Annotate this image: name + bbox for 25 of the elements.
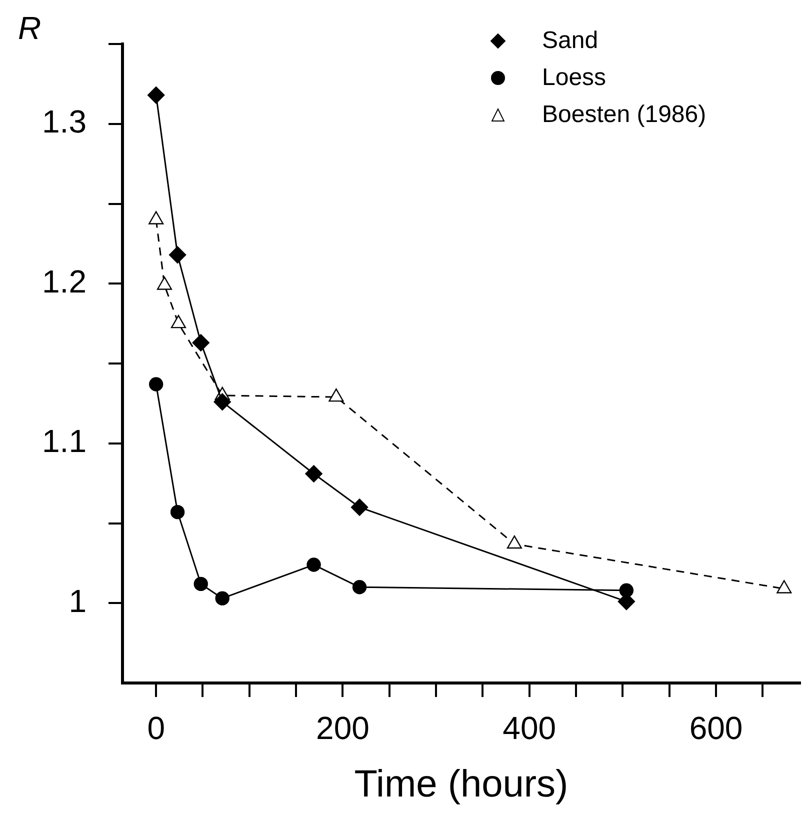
x-tick-label: 600 [689, 710, 743, 746]
legend-label: Boesten (1986) [542, 100, 706, 128]
legend-label: Loess [542, 64, 606, 92]
point [192, 334, 210, 352]
y-axis-title: R [18, 10, 42, 47]
point [305, 465, 322, 482]
point [194, 576, 208, 592]
x-tick-label: 0 [147, 710, 165, 746]
point [147, 86, 165, 104]
y-tick-label: 1.2 [42, 263, 86, 300]
point [215, 591, 230, 606]
point [148, 377, 164, 392]
y-tick-label: 1.3 [42, 104, 86, 140]
y-tick-label: 1 [68, 582, 86, 619]
legend-label: Sand [542, 26, 598, 54]
point [168, 246, 186, 264]
y-tick-label: 1.1 [42, 423, 86, 460]
point [350, 498, 368, 516]
x-tick-label: 400 [502, 710, 556, 746]
x-axis-title: Time (hours) [354, 764, 568, 806]
point [214, 393, 231, 410]
point [306, 558, 321, 572]
point [352, 580, 367, 594]
point [170, 504, 185, 520]
x-tick-label: 200 [316, 710, 370, 746]
